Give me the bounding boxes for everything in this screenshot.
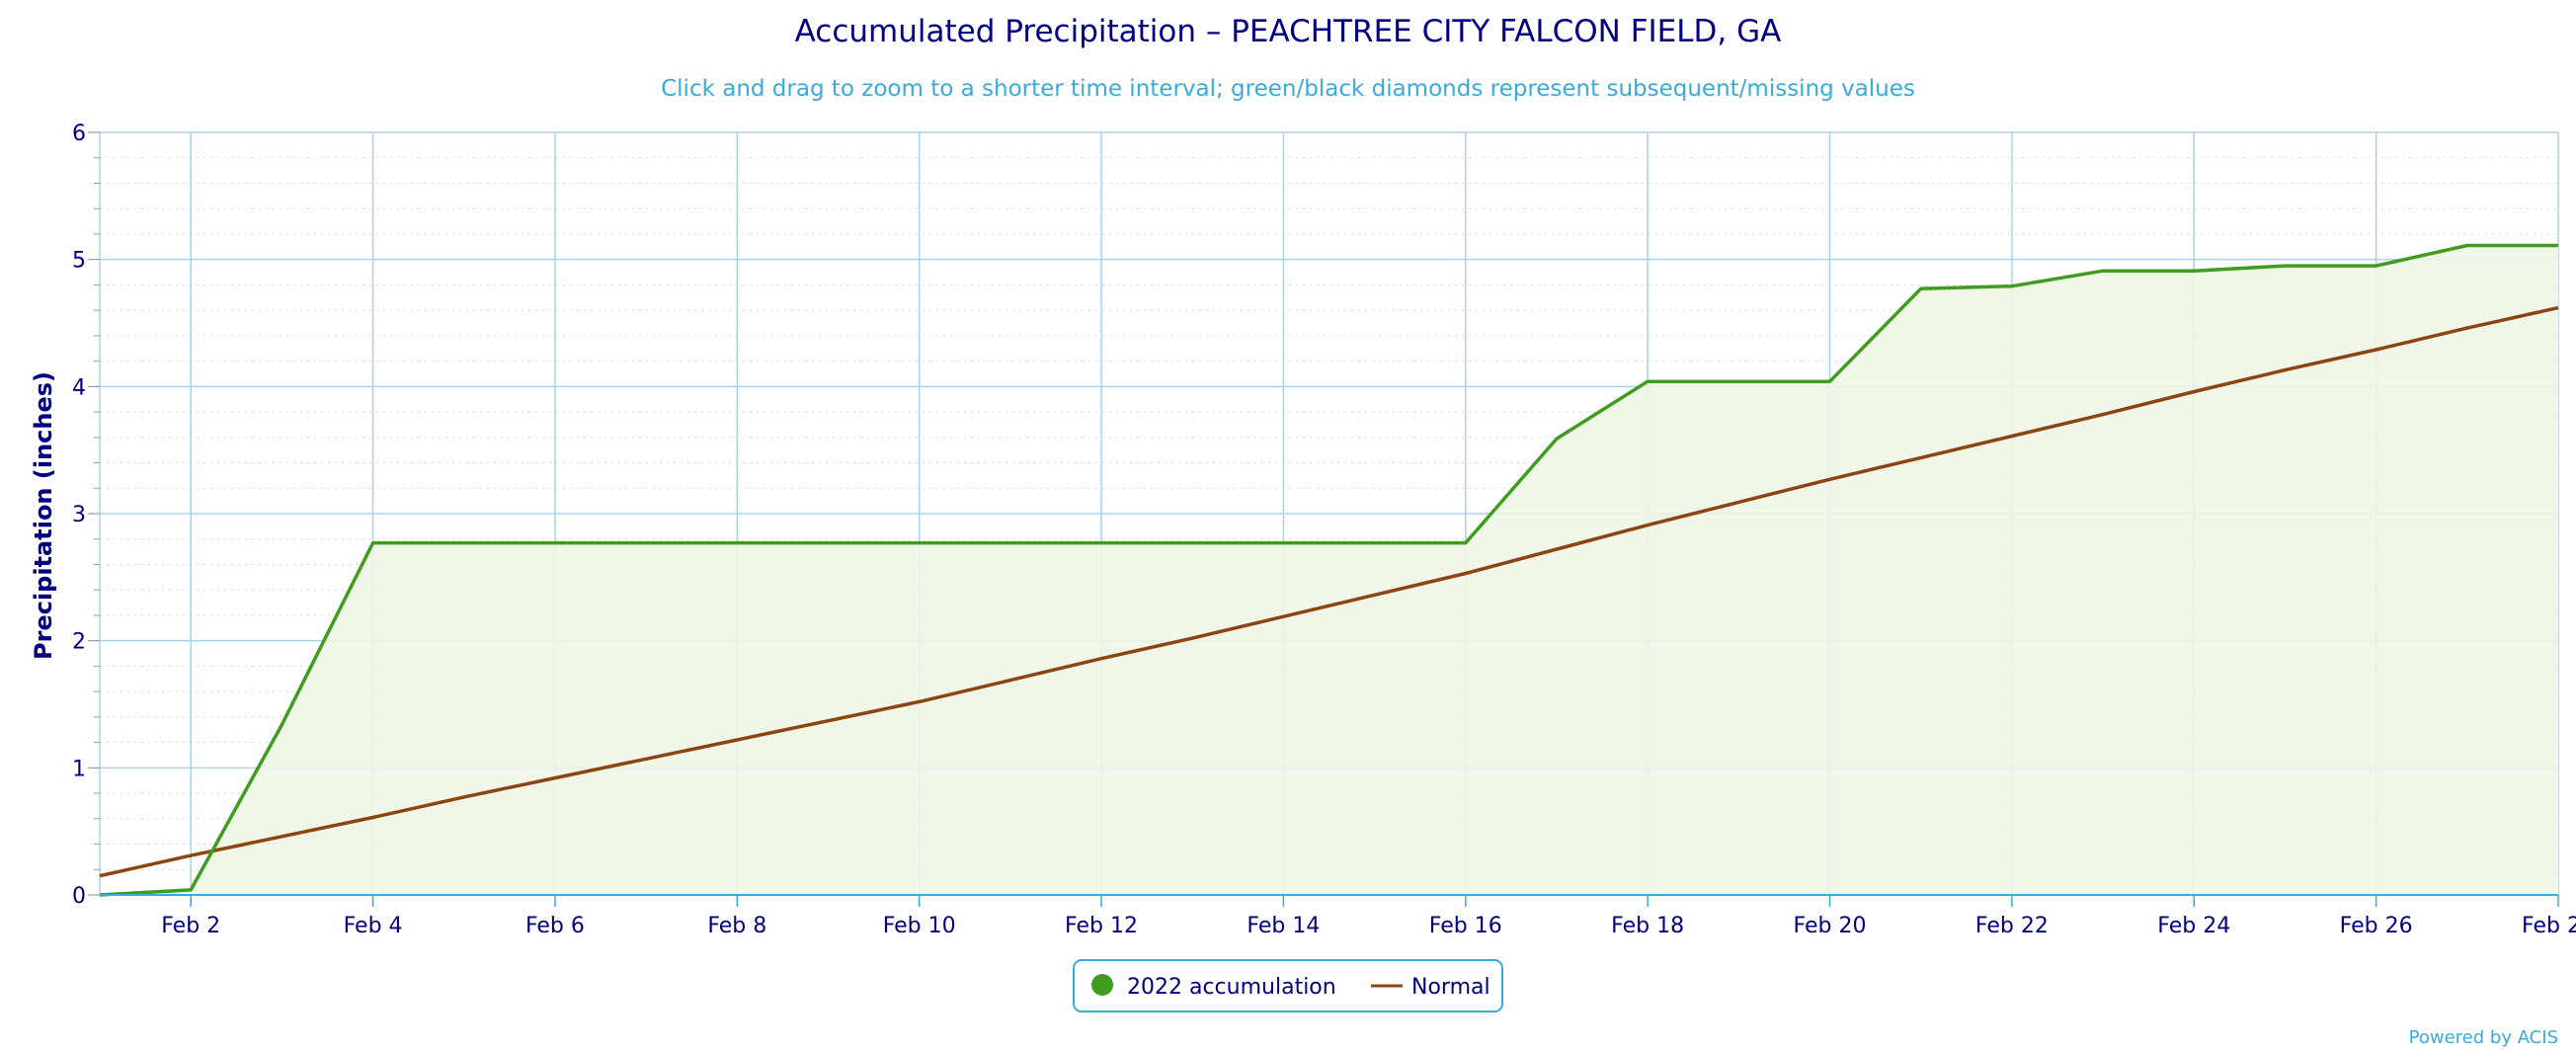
normal-point (2100, 412, 2106, 418)
accumulation-point (2100, 268, 2106, 274)
legend-box (1073, 959, 1503, 1012)
accumulation-point (1098, 540, 1104, 546)
accumulation-point (1554, 436, 1560, 442)
accumulation-point (2374, 263, 2379, 269)
normal-point (734, 737, 740, 743)
normal-point (643, 756, 649, 762)
normal-point (2191, 388, 2197, 394)
x-tick-label: Feb 8 (707, 914, 766, 938)
accumulation-point (734, 540, 740, 546)
normal-point (1098, 656, 1104, 662)
normal-point (1007, 678, 1013, 684)
x-tick-label: Feb 2 (161, 914, 220, 938)
x-tick-label: Feb 18 (1611, 914, 1684, 938)
y-tick-labels: 0 1 2 3 4 5 6 (72, 122, 86, 909)
x-tick-label: Feb 16 (1429, 914, 1502, 938)
x-tick-label: Feb 28 (2522, 914, 2576, 938)
x-tick-label: Feb 20 (1794, 914, 1867, 938)
x-tick-label: Feb 22 (1975, 914, 2049, 938)
accumulation-point (643, 540, 649, 546)
accumulation-point (370, 540, 376, 546)
x-tick-label: Feb 26 (2340, 914, 2413, 938)
accumulation-area (100, 245, 2558, 895)
normal-point (1554, 546, 1560, 552)
legend-item-normal[interactable]: Normal (1371, 975, 1490, 1000)
legend-label-2022: 2022 accumulation (1127, 975, 1336, 1000)
normal-point (1372, 592, 1378, 598)
x-tick-labels: Feb 2 Feb 4 Feb 6 Feb 8 Feb 10 Feb 12 Feb 14 Fe… (161, 914, 2576, 938)
normal-point (1827, 476, 1833, 482)
chart-subtitle: Click and drag to zoom to a shorter time… (661, 76, 1915, 102)
normal-point (1280, 613, 1286, 619)
accumulation-point (2555, 243, 2561, 249)
normal-point (188, 852, 194, 858)
accumulation-point (1735, 378, 1741, 384)
accumulation-point (2191, 268, 2197, 274)
normal-point (461, 794, 467, 800)
x-tick-label: Feb 10 (883, 914, 956, 938)
y-tick-label: 4 (72, 375, 86, 400)
accumulation-point (461, 540, 467, 546)
normal-point (2464, 325, 2470, 331)
accumulation-point (1463, 540, 1469, 546)
normal-series-line (99, 305, 2559, 878)
normal-point (1189, 635, 1195, 641)
normal-point (2282, 367, 2288, 373)
y-tick-label: 3 (72, 503, 86, 527)
accumulation-point (2464, 243, 2470, 249)
normal-point (2555, 305, 2561, 311)
accumulation-point (1645, 378, 1650, 384)
normal-point (1918, 454, 1924, 460)
x-tick-label: Feb 4 (344, 914, 403, 938)
accumulation-point (279, 722, 284, 728)
y-tick-label: 0 (72, 884, 86, 909)
accumulation-point (1372, 540, 1378, 546)
x-tick-label: Feb 6 (525, 914, 585, 938)
legend: 2022 accumulation Normal (1073, 959, 1503, 1012)
y-tick-label: 2 (72, 630, 86, 655)
accumulation-point (188, 887, 194, 893)
normal-point (279, 834, 284, 840)
series-layer (97, 243, 2561, 897)
y-tick-label: 6 (72, 122, 86, 146)
y-tick-label: 5 (72, 249, 86, 274)
normal-point (1463, 570, 1469, 576)
accumulation-series-line (99, 243, 2558, 897)
normal-point (917, 698, 923, 704)
accumulation-point (917, 540, 923, 546)
legend-marker-circle-icon (1091, 974, 1113, 996)
y-tick-label: 1 (72, 757, 86, 781)
accumulation-point (1827, 378, 1833, 384)
legend-label-normal: Normal (1411, 975, 1490, 1000)
normal-point (825, 718, 831, 724)
accumulation-point (1007, 540, 1013, 546)
legend-item-2022-accumulation[interactable]: 2022 accumulation (1091, 974, 1336, 1000)
normal-point (1645, 523, 1650, 528)
accumulation-point (825, 540, 831, 546)
chart-title: Accumulated Precipitation – PEACHTREE CI… (795, 14, 1782, 49)
x-tick-label: Feb 14 (1247, 914, 1320, 938)
normal-point (370, 815, 376, 821)
normal-point (2374, 347, 2379, 353)
accumulation-point (1189, 540, 1195, 546)
accumulation-point (2282, 263, 2288, 269)
normal-point (2009, 434, 2015, 440)
y-axis-label: Precipitation (inches) (30, 371, 57, 660)
x-tick-label: Feb 12 (1065, 914, 1138, 938)
x-tick-label: Feb 24 (2157, 914, 2230, 938)
normal-point (1735, 499, 1741, 505)
accumulation-point (2009, 284, 2015, 289)
credit-link[interactable]: Powered by ACIS (2409, 1027, 2558, 1048)
accumulation-point (1280, 540, 1286, 546)
axes (88, 131, 2559, 907)
normal-point (552, 775, 558, 781)
accumulation-point (1918, 285, 1924, 291)
accumulation-point (552, 540, 558, 546)
normal-point (97, 873, 103, 879)
